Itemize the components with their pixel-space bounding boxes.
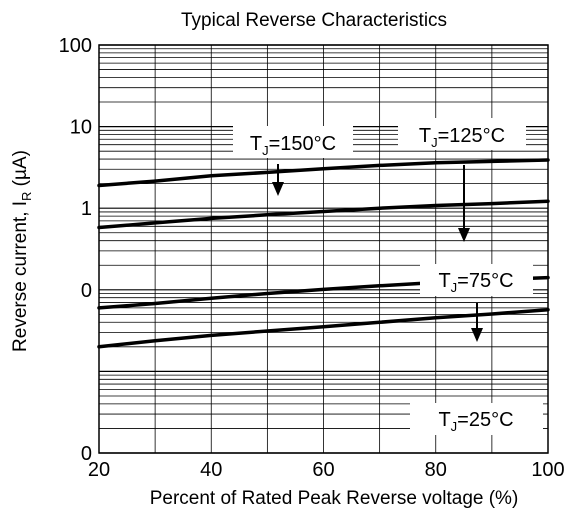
y-axis-label-subscript: R [19, 192, 34, 201]
y-tick-labels: 0 0 1 10 100 [59, 35, 92, 465]
annotation-label-rest: =75°C [457, 270, 513, 292]
x-tick-label: 40 [200, 459, 222, 481]
annotation-box-4 [410, 403, 543, 435]
y-tick-label: 0 [81, 280, 92, 302]
annotation-label-rest: =125°C [438, 125, 506, 147]
annotation-label-subscript: J [431, 135, 438, 150]
y-tick-label: 100 [59, 35, 92, 57]
annotation-arrowhead-1 [272, 182, 284, 196]
annotation-label-3: TJ=75°C [438, 270, 513, 295]
annotation-label-main: T [438, 270, 450, 292]
annotation-box-3 [420, 264, 533, 296]
y-tick-label: 0 [81, 443, 92, 465]
annotation-label-subscript: J [451, 280, 458, 295]
annotation-label-4: TJ=25°C [438, 409, 513, 434]
grid [98, 44, 549, 454]
y-axis-label-main: Reverse current, I [10, 201, 31, 352]
annotation-label-subscript: J [451, 419, 458, 434]
annotation-box-2 [398, 118, 526, 150]
annotation-arrowhead-3 [471, 328, 483, 342]
annotation-box-1 [233, 126, 353, 158]
x-tick-label: 60 [312, 459, 334, 481]
annotation-label-1: TJ=150°C [250, 133, 336, 158]
series-line-4 [97, 307, 550, 349]
x-tick-label: 80 [425, 459, 447, 481]
annotation-label-subscript: J [262, 143, 269, 158]
x-tick-label: 100 [531, 459, 564, 481]
x-tick-label: 20 [88, 459, 110, 481]
y-axis-label: Reverse current, IR (µA) [10, 150, 34, 352]
annotation-label-2: TJ=125°C [419, 125, 505, 150]
x-tick-labels: 20 40 60 80 100 [88, 459, 565, 481]
annotation-arrowhead-2 [458, 228, 470, 242]
series-line-2 [97, 199, 550, 230]
annotation-group: TJ=150°C TJ=125°CTJ=75°CTJ=25°C [233, 118, 543, 435]
y-axis-label-unit: (µA) [10, 150, 31, 192]
annotation-label-main: T [438, 409, 450, 431]
series-line-1 [97, 158, 550, 188]
plot-frame [98, 44, 549, 454]
chart-title: Typical Reverse Characteristics [181, 10, 447, 31]
annotation-label-rest: =150°C [269, 133, 337, 155]
y-tick-label: 10 [70, 117, 92, 139]
annotation-label-main: T [419, 125, 431, 147]
annotation-label-rest: =25°C [457, 409, 513, 431]
annotation-label-main: T [250, 133, 262, 155]
x-axis-label: Percent of Rated Peak Reverse voltage (%… [150, 488, 519, 509]
y-tick-label: 1 [81, 198, 92, 220]
